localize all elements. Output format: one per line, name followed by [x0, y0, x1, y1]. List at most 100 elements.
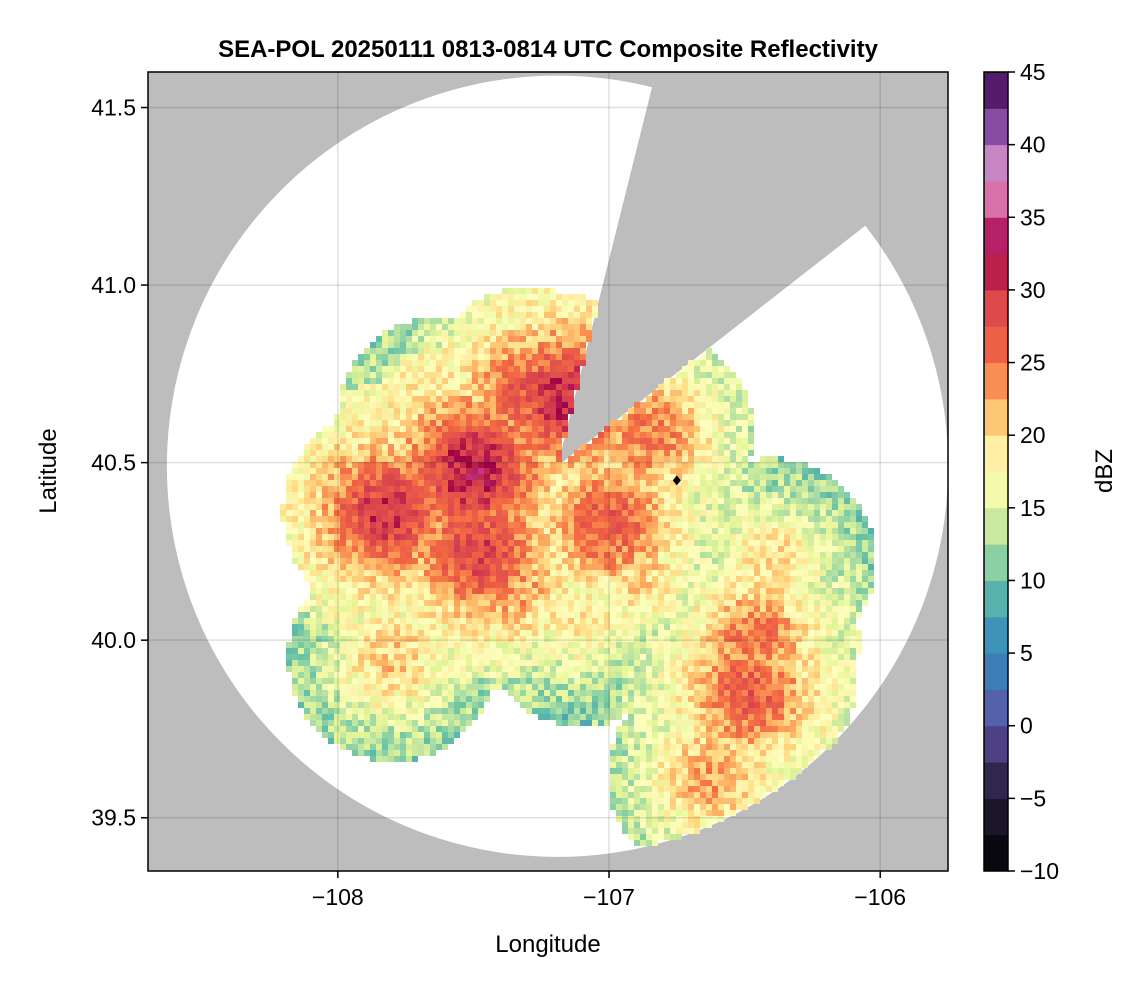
- echo-cell: [364, 372, 370, 378]
- echo-cell: [310, 702, 316, 708]
- echo-cell: [484, 522, 490, 528]
- echo-cell: [406, 408, 412, 414]
- echo-cell: [532, 672, 538, 678]
- echo-cell: [286, 510, 292, 516]
- echo-cell: [400, 708, 406, 714]
- echo-cell: [730, 414, 736, 420]
- echo-cell: [712, 444, 718, 450]
- echo-cell: [700, 798, 706, 804]
- echo-cell: [598, 600, 604, 606]
- echo-cell: [556, 546, 562, 552]
- echo-cell: [430, 510, 436, 516]
- echo-cell: [682, 798, 688, 804]
- echo-cell: [550, 402, 556, 408]
- echo-cell: [412, 594, 418, 600]
- echo-cell: [514, 300, 520, 306]
- echo-cell: [400, 456, 406, 462]
- echo-cell: [700, 702, 706, 708]
- echo-cell: [682, 462, 688, 468]
- echo-cell: [310, 540, 316, 546]
- echo-cell: [688, 414, 694, 420]
- echo-cell: [514, 420, 520, 426]
- echo-cell: [394, 432, 400, 438]
- echo-cell: [382, 726, 388, 732]
- echo-cell: [400, 702, 406, 708]
- echo-cell: [442, 378, 448, 384]
- echo-cell: [688, 444, 694, 450]
- echo-cell: [586, 486, 592, 492]
- echo-cell: [616, 606, 622, 612]
- echo-cell: [310, 522, 316, 528]
- echo-cell: [292, 486, 298, 492]
- echo-cell: [532, 342, 538, 348]
- echo-cell: [388, 426, 394, 432]
- echo-cell: [520, 462, 526, 468]
- echo-cell: [514, 570, 520, 576]
- echo-cell: [658, 612, 664, 618]
- echo-cell: [640, 660, 646, 666]
- echo-cell: [448, 618, 454, 624]
- echo-cell: [718, 468, 724, 474]
- echo-cell: [412, 684, 418, 690]
- echo-cell: [706, 558, 712, 564]
- echo-cell: [490, 672, 496, 678]
- echo-cell: [490, 552, 496, 558]
- echo-cell: [502, 474, 508, 480]
- echo-cell: [544, 294, 550, 300]
- echo-cell: [718, 522, 724, 528]
- echo-cell: [562, 396, 568, 402]
- echo-cell: [526, 438, 532, 444]
- echo-cell: [628, 486, 634, 492]
- echo-cell: [466, 462, 472, 468]
- echo-cell: [556, 594, 562, 600]
- echo-cell: [472, 546, 478, 552]
- echo-cell: [718, 744, 724, 750]
- echo-cell: [352, 378, 358, 384]
- echo-cell: [550, 546, 556, 552]
- echo-cell: [310, 654, 316, 660]
- echo-cell: [442, 612, 448, 618]
- echo-cell: [664, 510, 670, 516]
- echo-cell: [430, 666, 436, 672]
- echo-cell: [406, 390, 412, 396]
- echo-cell: [724, 414, 730, 420]
- echo-cell: [436, 726, 442, 732]
- echo-cell: [304, 606, 310, 612]
- echo-cell: [340, 486, 346, 492]
- echo-cell: [508, 642, 514, 648]
- echo-cell: [610, 552, 616, 558]
- echo-cell: [514, 588, 520, 594]
- echo-cell: [394, 696, 400, 702]
- echo-cell: [580, 516, 586, 522]
- echo-cell: [640, 576, 646, 582]
- echo-cell: [484, 330, 490, 336]
- echo-cell: [592, 546, 598, 552]
- echo-cell: [580, 582, 586, 588]
- echo-cell: [712, 396, 718, 402]
- echo-cell: [586, 696, 592, 702]
- echo-cell: [700, 786, 706, 792]
- echo-cell: [568, 504, 574, 510]
- echo-cell: [550, 378, 556, 384]
- echo-cell: [676, 690, 682, 696]
- echo-cell: [298, 552, 304, 558]
- echo-cell: [628, 612, 634, 618]
- echo-cell: [550, 594, 556, 600]
- echo-cell: [310, 576, 316, 582]
- echo-cell: [436, 414, 442, 420]
- echo-cell: [718, 726, 724, 732]
- echo-cell: [712, 810, 718, 816]
- echo-cell: [424, 576, 430, 582]
- echo-cell: [676, 396, 682, 402]
- echo-cell: [538, 558, 544, 564]
- echo-cell: [472, 540, 478, 546]
- echo-cell: [556, 360, 562, 366]
- echo-cell: [664, 642, 670, 648]
- echo-cell: [622, 804, 628, 810]
- echo-cell: [682, 480, 688, 486]
- echo-cell: [646, 474, 652, 480]
- echo-cell: [706, 372, 712, 378]
- echo-cell: [538, 498, 544, 504]
- echo-cell: [346, 696, 352, 702]
